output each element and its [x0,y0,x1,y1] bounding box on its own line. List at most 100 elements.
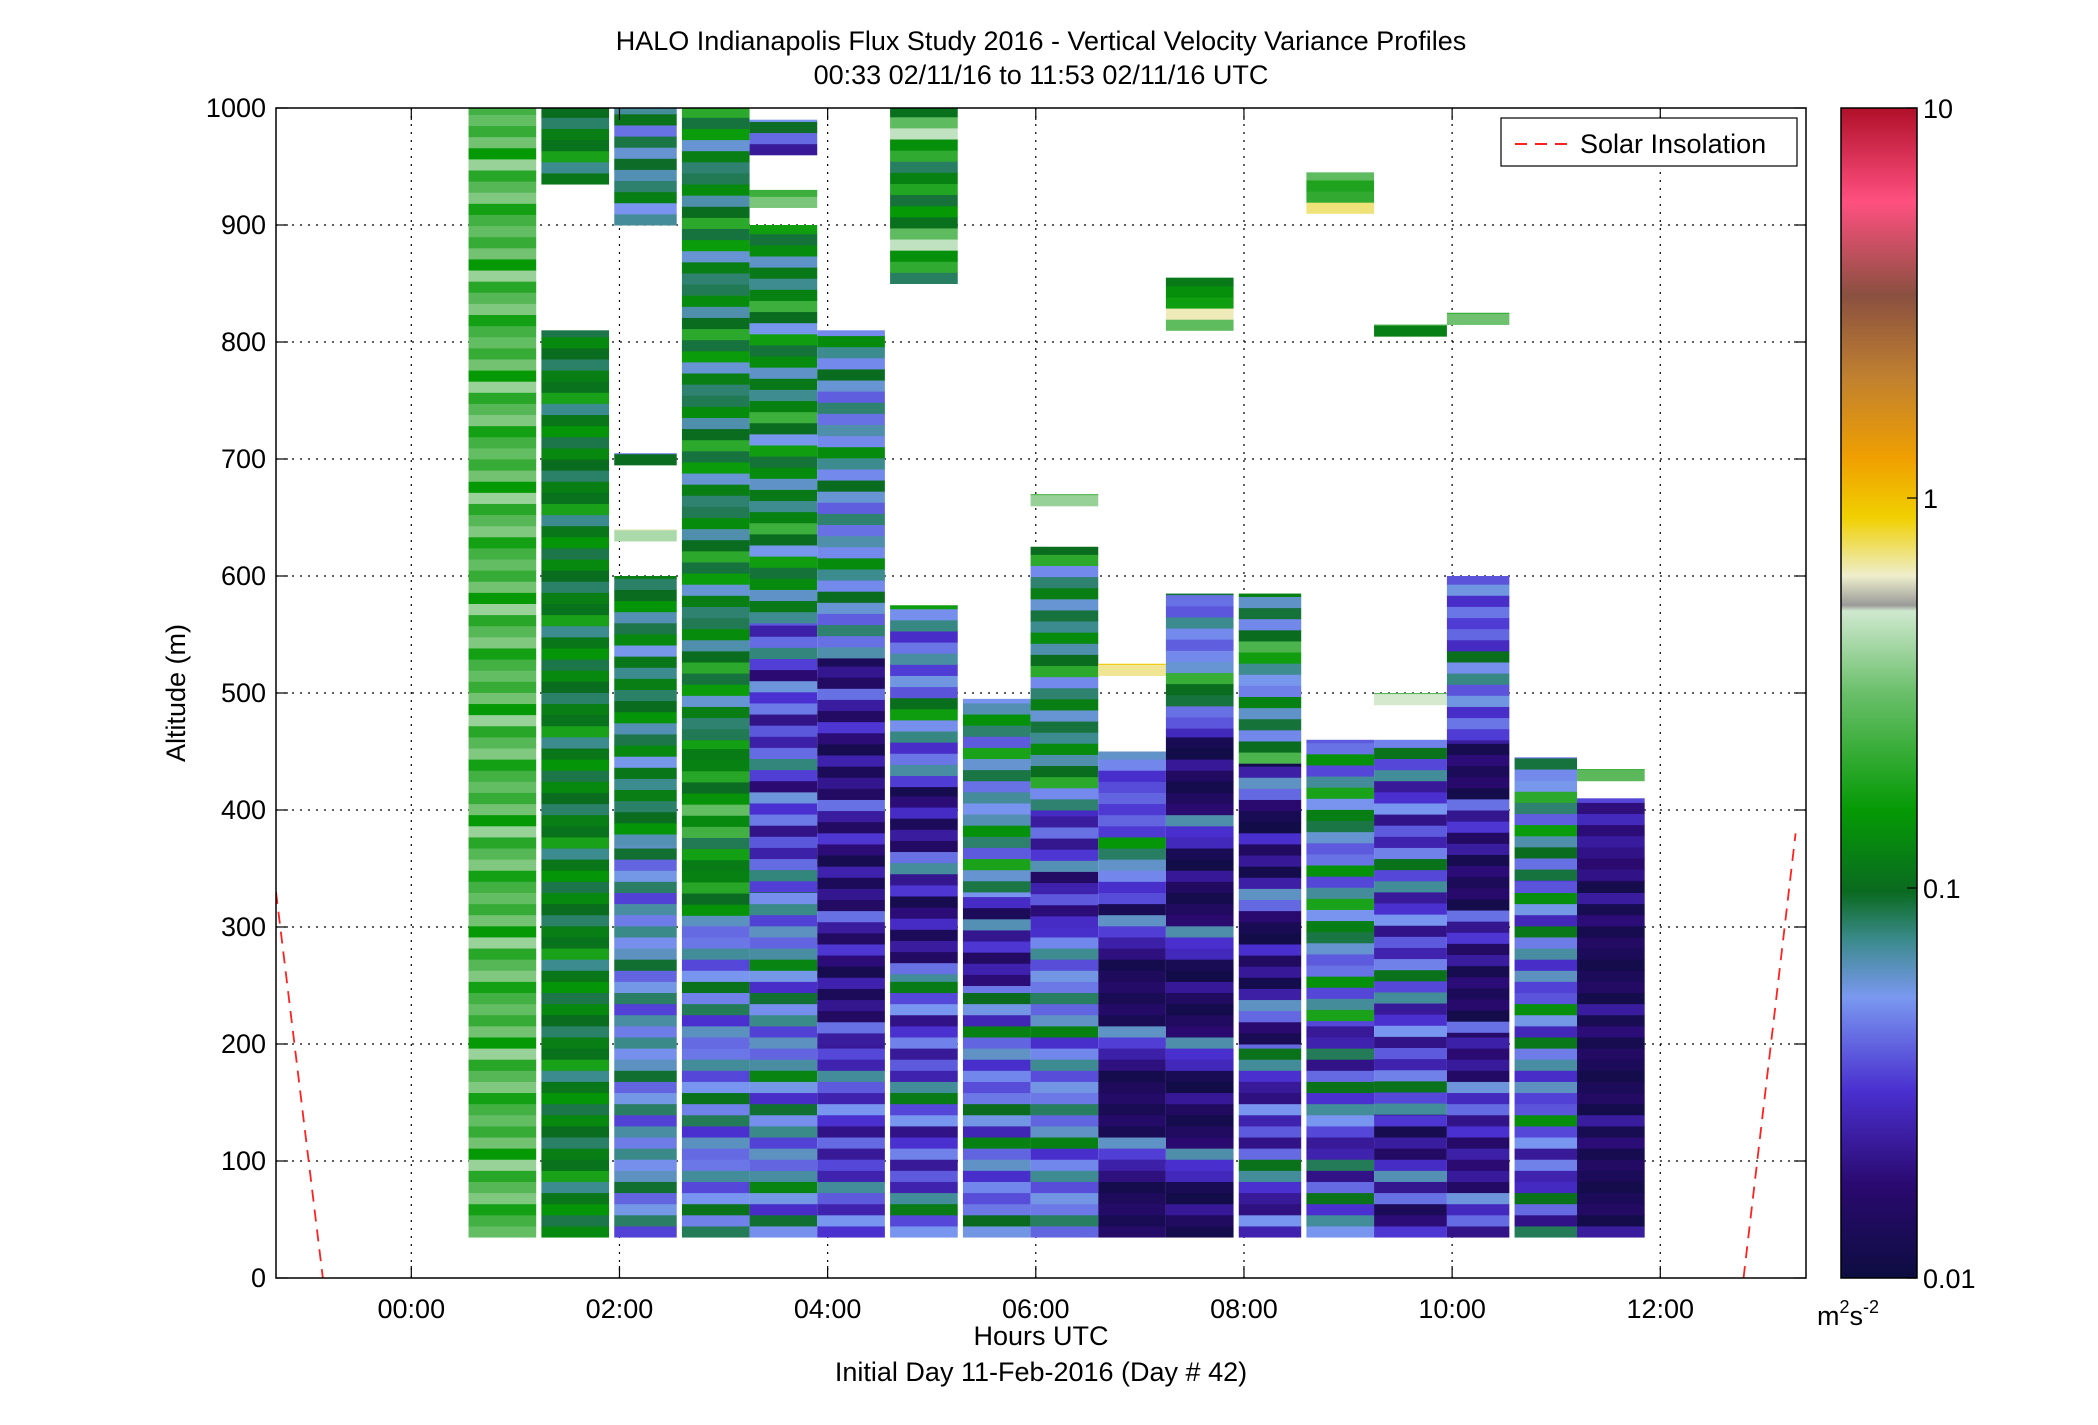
variance-cell [1306,920,1375,933]
variance-cell [749,714,818,726]
variance-cell [541,1070,610,1082]
variance-cell [681,595,750,607]
variance-cell [468,914,537,927]
variance-cell [749,1214,818,1227]
variance-cell [468,170,537,182]
variance-cell [1165,747,1234,760]
variance-cell [468,892,537,905]
variance-cell [681,139,750,152]
variance-cell [817,635,885,648]
variance-cell [1165,1181,1234,1194]
variance-cell [1446,910,1510,922]
variance-cell [1098,903,1166,916]
variance-cell [468,536,537,549]
variance-cell [1098,781,1166,793]
variance-cell [890,216,958,229]
variance-cell [1165,1114,1234,1127]
variance-cell [1165,792,1234,805]
variance-cell [468,1181,537,1194]
variance-cell [1577,857,1645,870]
variance-cell [749,278,818,290]
variance-cell [1030,927,1099,938]
y-tick-label: 200 [221,1029,266,1059]
y-axis-label: Altitude (m) [161,624,191,762]
variance-cell [817,335,885,348]
x-tick-label: 04:00 [794,1294,862,1324]
variance-cell [681,461,750,474]
variance-cell [1030,698,1099,711]
variance-cell [1374,325,1447,337]
variance-cell [541,603,610,616]
variance-cell [1577,948,1645,960]
variance-cell [962,725,1031,737]
variance-cell [541,139,610,152]
variance-cell [541,559,610,571]
variance-cell [541,503,610,516]
variance-cell [468,714,537,727]
variance-cell [1374,814,1447,826]
variance-cell [468,503,537,516]
variance-cell [1514,1137,1578,1149]
colorbar-unit: m2s-2 [1817,1297,1879,1331]
variance-cell [1446,765,1510,778]
variance-cell [681,893,750,905]
variance-cell [817,921,885,934]
variance-cell [681,1036,750,1049]
variance-cell [1238,788,1302,800]
variance-cell [1030,1170,1099,1182]
variance-cell [962,1225,1031,1238]
colorbar-tick-label: 0.01 [1923,1264,1976,1294]
variance-cell [1238,1125,1302,1138]
variance-cell [890,929,958,941]
variance-cell [890,764,958,776]
variance-cell [890,697,958,710]
variance-cell [541,358,610,371]
variance-cell [541,347,610,360]
variance-cell [681,1014,750,1027]
variance-cell [681,728,750,741]
variance-cell [468,108,537,115]
variance-cell [1306,820,1375,833]
variance-cell [1030,948,1099,960]
variance-cell [614,158,677,170]
variance-cell [1514,1159,1578,1171]
variance-cell [749,522,818,535]
variance-cell [541,848,610,860]
variance-cell [468,292,537,304]
profile-column [749,119,818,1238]
variance-cell [1165,1081,1234,1094]
variance-cell [1098,1137,1166,1149]
variance-cell [1098,1170,1166,1182]
variance-cell [890,108,958,118]
variance-cell [1098,959,1166,971]
variance-cell [1306,909,1375,922]
variance-cell [1030,970,1099,982]
variance-cell [1446,954,1510,967]
variance-cell [1446,1192,1510,1205]
variance-cell [1098,1003,1166,1016]
variance-cell [1446,628,1510,641]
variance-cell [1306,1170,1375,1182]
variance-cell [681,981,750,994]
variance-cell [1306,853,1375,866]
variance-cell [1098,881,1166,893]
variance-cell [1374,1181,1447,1194]
variance-cell [1374,1014,1447,1026]
variance-cell [468,381,537,393]
variance-cell [541,525,610,538]
variance-cell [614,892,677,905]
variance-cell [1030,1070,1099,1082]
variance-cell [1446,1010,1510,1022]
variance-cell [817,721,885,734]
variance-cell [1306,179,1375,192]
variance-cell [890,862,958,875]
variance-cell [541,161,610,174]
variance-cell [817,1192,885,1205]
variance-cell [541,403,610,416]
variance-cell [541,625,610,638]
variance-cell [1446,998,1510,1011]
variance-cell [749,389,818,401]
variance-cell [1577,970,1645,982]
variance-cell [614,678,677,690]
variance-cell [749,970,818,982]
